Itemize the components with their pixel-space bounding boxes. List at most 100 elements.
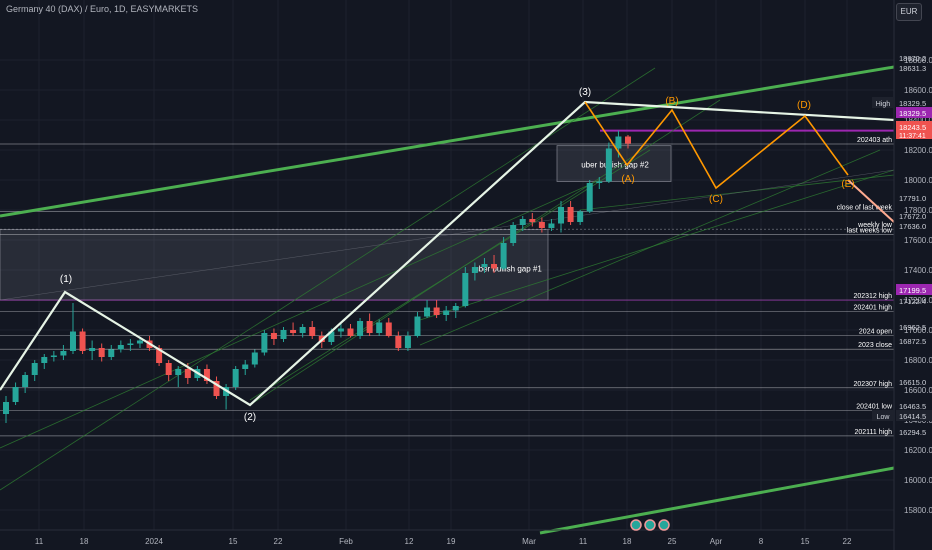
candle-body bbox=[299, 327, 306, 333]
price-label: 16294.5 bbox=[899, 428, 926, 437]
x-tick-label: 12 bbox=[405, 537, 414, 546]
candle-body bbox=[615, 136, 622, 149]
candle-body bbox=[41, 357, 48, 363]
wave-label: (A) bbox=[621, 174, 634, 185]
price-label: 16962.5 bbox=[899, 323, 926, 332]
guide-line bbox=[0, 169, 895, 301]
candles[interactable] bbox=[3, 130, 631, 423]
candle-body bbox=[290, 330, 297, 333]
candle-body bbox=[50, 355, 57, 357]
wave-label: (2) bbox=[244, 412, 256, 423]
wave-annotations: (1) (2) (3) (A) (B) (C) (D) (E) bbox=[0, 87, 895, 423]
wave-label: (B) bbox=[665, 96, 678, 107]
candle-body bbox=[625, 136, 631, 144]
candle-body bbox=[414, 316, 421, 336]
projection-path bbox=[584, 101, 849, 190]
candle-body bbox=[395, 336, 402, 348]
channel-line bbox=[419, 169, 895, 321]
y-tick-label: 15800.0 bbox=[904, 506, 932, 515]
price-label: 17636.0 bbox=[899, 222, 926, 231]
wave-label: (3) bbox=[579, 87, 591, 98]
wave-label: (D) bbox=[797, 100, 811, 111]
candle-body bbox=[357, 321, 364, 336]
x-tick-label: 15 bbox=[229, 537, 238, 546]
candle-body bbox=[328, 331, 335, 342]
candle-body bbox=[232, 369, 239, 387]
candle-body bbox=[98, 348, 105, 357]
price-axis-tags: High Low bbox=[872, 97, 894, 421]
x-tick-label: 8 bbox=[759, 537, 764, 546]
gap-box bbox=[556, 145, 672, 182]
price-label: 17672.0 bbox=[899, 212, 926, 221]
candle-body bbox=[491, 264, 498, 269]
candle-body bbox=[184, 369, 191, 378]
channel-line bbox=[579, 174, 895, 211]
candle-body bbox=[471, 267, 478, 273]
y-tick-label: 18800.0 bbox=[904, 56, 932, 65]
candle-body bbox=[280, 330, 287, 339]
x-tick-label: 15 bbox=[801, 537, 810, 546]
x-tick-label: 22 bbox=[843, 537, 852, 546]
price-label: 18670.2 bbox=[899, 54, 926, 63]
candle-body bbox=[127, 343, 134, 345]
price-label: 16872.5 bbox=[899, 337, 926, 346]
wave-label: (C) bbox=[709, 194, 723, 205]
candle-body bbox=[31, 363, 38, 375]
channel-line bbox=[249, 99, 721, 406]
level-label: 202111 high bbox=[855, 429, 893, 436]
wave-label: (1) bbox=[60, 274, 72, 285]
level-label: 202401 low bbox=[856, 404, 893, 411]
level-label: 202403 ath bbox=[857, 137, 892, 144]
price-label: 16615.0 bbox=[899, 378, 926, 387]
elliott-wave-path bbox=[0, 100, 895, 407]
projection-tail bbox=[847, 179, 895, 223]
lower-trend-line bbox=[539, 466, 895, 535]
price-label: 17791.0 bbox=[899, 194, 926, 203]
candle-body bbox=[60, 351, 67, 356]
price-axis[interactable]: 15800.016000.016200.016400.016600.016800… bbox=[904, 56, 932, 515]
y-tick-label: 17200.0 bbox=[904, 296, 932, 305]
y-tick-label: 16800.0 bbox=[904, 356, 932, 365]
x-tick-label: 2024 bbox=[145, 537, 163, 546]
price-label: 18243.5 bbox=[899, 123, 926, 132]
x-tick-label: 11 bbox=[35, 537, 44, 546]
level-label: close of last week bbox=[837, 204, 893, 211]
level-label: last weeks low bbox=[847, 228, 893, 235]
y-tick-label: 18600.0 bbox=[904, 86, 932, 95]
candle-body bbox=[452, 306, 459, 311]
y-tick-label: 17400.0 bbox=[904, 266, 932, 275]
candle-body bbox=[510, 225, 517, 243]
candle-body bbox=[242, 364, 249, 369]
candle-body bbox=[500, 243, 507, 269]
footer-icons[interactable] bbox=[630, 519, 670, 531]
y-tick-label: 18400.0 bbox=[904, 116, 932, 125]
candle-body bbox=[22, 375, 29, 387]
price-label: 18329.5 bbox=[899, 109, 926, 118]
candle-body bbox=[156, 348, 163, 363]
level-label: 202307 high bbox=[853, 381, 892, 388]
candle-body bbox=[433, 307, 440, 315]
time-axis[interactable]: 11 18 2024 15 22 Feb 12 19 Mar 11 18 25 Apr 8 15 22 bbox=[35, 537, 852, 546]
candle-body bbox=[347, 328, 354, 336]
candle-body bbox=[424, 307, 431, 317]
candle-body bbox=[577, 211, 584, 222]
currency-button[interactable]: EUR bbox=[896, 3, 922, 21]
y-tick-label: 17600.0 bbox=[904, 236, 932, 245]
level-label: 2024 open bbox=[859, 329, 892, 336]
price-tag: High bbox=[876, 101, 891, 108]
price-label: 17122.4 bbox=[899, 297, 926, 306]
candle-body bbox=[89, 348, 96, 351]
candle-body bbox=[309, 327, 316, 336]
x-tick-label: Mar bbox=[522, 537, 536, 546]
y-tick-label: 18000.0 bbox=[904, 176, 932, 185]
candle-body bbox=[366, 321, 373, 333]
candle-body bbox=[108, 349, 115, 357]
candle-body bbox=[270, 333, 277, 339]
candle-body bbox=[529, 219, 536, 222]
x-tick-label: 19 bbox=[447, 537, 456, 546]
price-label: 18631.3 bbox=[899, 64, 926, 73]
y-tick-label: 16000.0 bbox=[904, 476, 932, 485]
price-tag-bg bbox=[872, 410, 894, 421]
